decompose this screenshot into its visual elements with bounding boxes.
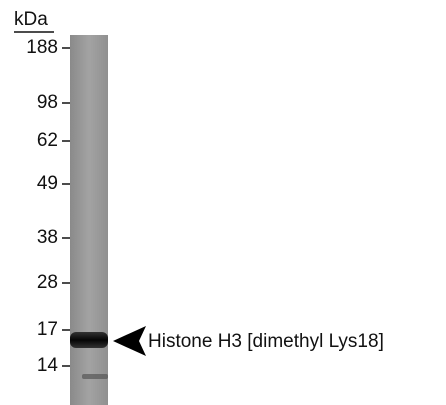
marker-label: 17 xyxy=(37,319,58,340)
marker-ladder: 188 98 62 49 38 28 17 14 xyxy=(26,37,70,376)
blot-figure: kDa 188 98 62 49 38 28 17 14 Histone H3 … xyxy=(0,0,446,405)
faint-band xyxy=(82,374,108,379)
marker-label: 28 xyxy=(37,272,58,293)
unit-label: kDa xyxy=(14,9,48,30)
band-arrow xyxy=(113,326,146,356)
marker-label: 188 xyxy=(26,37,58,58)
marker-label: 14 xyxy=(37,355,59,376)
marker-label: 62 xyxy=(37,130,58,151)
marker-label: 38 xyxy=(37,227,58,248)
marker-label: 98 xyxy=(37,92,58,113)
band xyxy=(70,332,108,348)
band-label: Histone H3 [dimethyl Lys18] xyxy=(148,331,384,352)
marker-ticks xyxy=(62,48,70,366)
gel-lane xyxy=(70,35,108,405)
marker-label: 49 xyxy=(37,173,58,194)
